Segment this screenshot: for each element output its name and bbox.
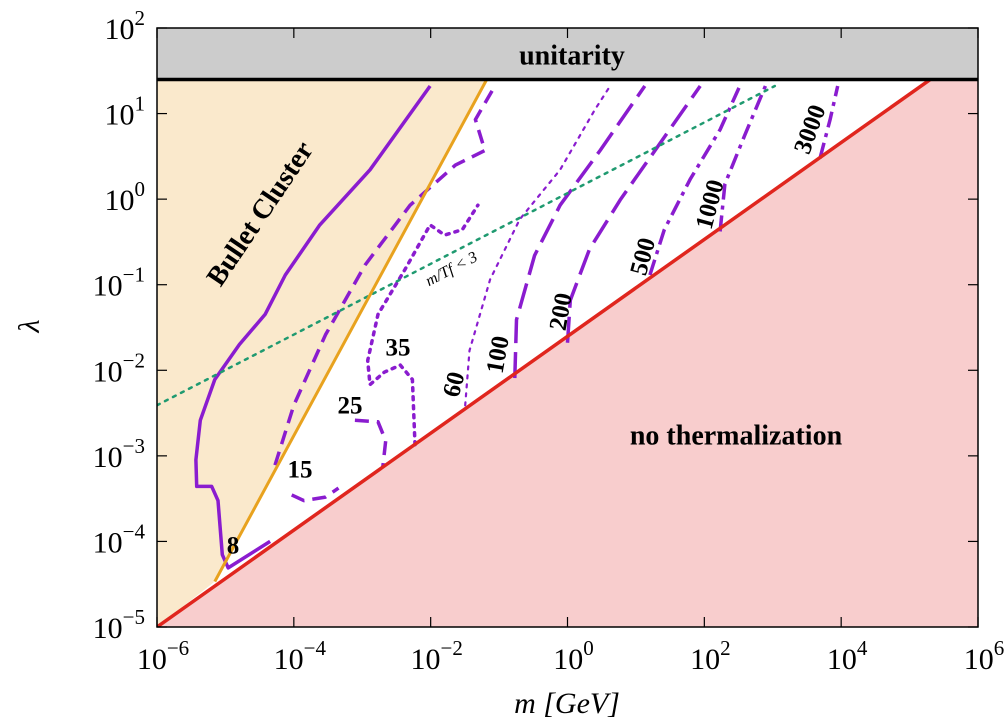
no-thermalization-edge [157, 78, 932, 627]
contour-line [565, 84, 702, 343]
tick-label: 102 [105, 6, 146, 46]
plot-area [157, 28, 978, 627]
x-axis-label: m [GeV] [514, 687, 620, 720]
tick-label: 100 [105, 177, 146, 217]
contour-label: 15 [288, 457, 313, 484]
contour-label: m/Tf < 3 [423, 249, 481, 290]
tick-label: 10−4 [274, 636, 327, 676]
contour-line [818, 85, 840, 159]
contour-label: 35 [386, 335, 411, 362]
tick-label: 106 [964, 636, 1004, 676]
tick-label: 101 [105, 91, 146, 131]
tick-label: 10−5 [93, 605, 145, 645]
contour-label: 25 [338, 393, 363, 420]
contour-line [354, 418, 388, 468]
tick-label: 100 [553, 636, 594, 676]
region-label: unitarity [519, 40, 625, 71]
contour-line [464, 84, 612, 407]
contour-label: 3000 [789, 101, 831, 157]
tick-label: 104 [827, 636, 868, 676]
contour-line [648, 85, 742, 276]
y-axis-label: λ [13, 320, 46, 334]
tick-label: 10−3 [93, 434, 145, 474]
tick-label: 102 [690, 636, 731, 676]
tick-label: 10−1 [93, 263, 145, 303]
region-label: no thermalization [630, 420, 843, 451]
contour-line [718, 85, 768, 232]
no-thermalization-region [157, 79, 978, 627]
tick-label: 10−6 [137, 636, 189, 676]
contour-line [273, 85, 497, 503]
contour-label: 8 [227, 533, 240, 560]
tick-label: 10−2 [93, 348, 145, 388]
tick-label: 10−2 [410, 636, 462, 676]
tick-label: 10−4 [93, 519, 146, 559]
contour-label: 100 [482, 334, 515, 376]
contour-line [194, 84, 432, 570]
bullet-cluster-edge [213, 78, 489, 583]
contour-label: 200 [545, 291, 578, 333]
contour-line [513, 85, 647, 379]
contour-line [157, 84, 777, 407]
contour-line [365, 203, 480, 447]
bullet-cluster-region [157, 79, 487, 627]
